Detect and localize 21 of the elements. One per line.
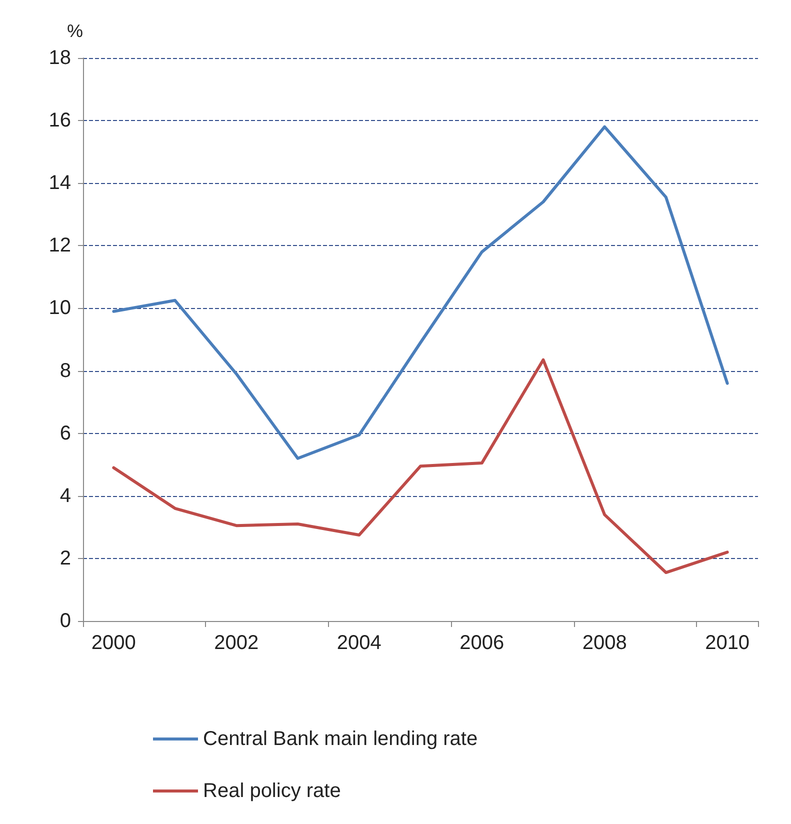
x-tick-label: 2010: [705, 632, 750, 654]
y-tick-label: 18: [48, 47, 71, 69]
y-tick-label: 0: [60, 610, 71, 632]
y-axis-title: %: [66, 21, 83, 41]
y-tick-label: 12: [48, 234, 71, 257]
x-tick-label: 2006: [460, 632, 504, 654]
y-tick-label: 14: [48, 172, 71, 194]
x-tick-label: 2000: [91, 632, 136, 654]
x-tick-label: 2002: [214, 632, 259, 654]
y-tick-label: 8: [60, 360, 71, 382]
line-series: [112, 125, 729, 460]
legend-label: Central Bank main lending rate: [203, 728, 478, 750]
x-tick-label: 2008: [582, 632, 627, 654]
y-tick-label: 4: [60, 484, 71, 507]
y-tick-label: 10: [48, 297, 71, 320]
y-tick-label: 6: [60, 422, 71, 444]
y-tick-label: 2: [60, 547, 71, 570]
x-tick-label: 2004: [336, 632, 382, 654]
y-tick-label: 16: [48, 110, 71, 132]
line-series: [112, 358, 729, 574]
legend-label: Real policy rate: [203, 780, 341, 802]
